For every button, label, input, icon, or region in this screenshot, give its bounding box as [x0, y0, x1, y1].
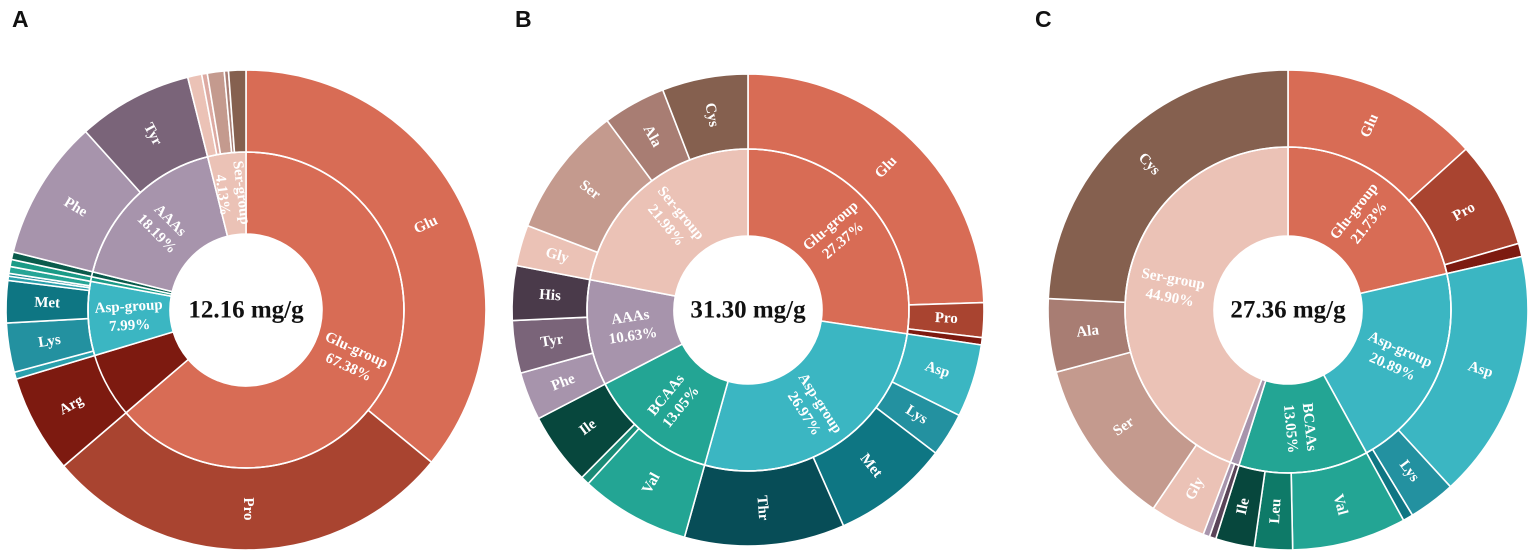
- sunburst-chart-c: GluProGlu-group21.73%AspLysAsp-group20.8…: [1047, 69, 1529, 551]
- outer-label-pro: Pro: [240, 497, 256, 520]
- outer-label-tyr: Tyr: [539, 331, 565, 350]
- ring-separator: [1124, 146, 1452, 474]
- sunburst-chart-b: GluProGlu-group27.37%AspLysMetThrAsp-gro…: [511, 73, 985, 547]
- outer-label-ile: Ile: [1234, 496, 1253, 516]
- panel-label: A: [12, 6, 29, 32]
- panel-label: B: [515, 6, 532, 32]
- inner-label-ser-group: Ser-group4.13%: [210, 160, 253, 228]
- inner-label-aaas: AAAs10.63%: [605, 306, 658, 348]
- outer-label-gly: Gly: [544, 245, 571, 267]
- panel-b: B Glu Pro Glu-group27.37% Asp Lys Met Thr Asp-g…: [500, 0, 1000, 553]
- ring-separator: [586, 148, 910, 472]
- outer-label-thr: Thr: [753, 495, 771, 521]
- ring-separator: [87, 151, 405, 469]
- panel-a: A Glu Pro Glu-group67.38% Arg Lys Met Asp-grou…: [0, 0, 500, 553]
- center-total-label: 31.30 mg/g: [690, 297, 806, 324]
- outer-label-ala: Ala: [1076, 322, 1101, 340]
- outer-label-asp: Asp: [1466, 358, 1495, 381]
- panel-label: C: [1035, 6, 1052, 32]
- inner-label-bcaas: BCAAs13.05%: [1280, 402, 1320, 454]
- center-total-label: 12.16 mg/g: [188, 297, 304, 324]
- outer-label-asp: Asp: [923, 358, 952, 381]
- center-total-label: 27.36 mg/g: [1230, 297, 1346, 324]
- center-hole: [1214, 236, 1362, 384]
- outer-label-cys: Cys: [701, 102, 721, 129]
- center-hole: [674, 236, 822, 384]
- center-hole: [170, 234, 322, 386]
- inner-label-asp-group: Asp-group7.99%: [94, 297, 164, 336]
- outer-label-his: His: [539, 287, 562, 305]
- outer-label-pro: Pro: [934, 310, 958, 327]
- outer-label-val: Val: [1330, 492, 1351, 517]
- outer-label-met: Met: [34, 295, 60, 312]
- outer-label-lys: Lys: [37, 332, 62, 351]
- panel-c: C Glu Pro Glu-group21.73% Asp Lys Asp-group20…: [1035, 0, 1535, 553]
- outer-label-leu: Leu: [1267, 498, 1284, 524]
